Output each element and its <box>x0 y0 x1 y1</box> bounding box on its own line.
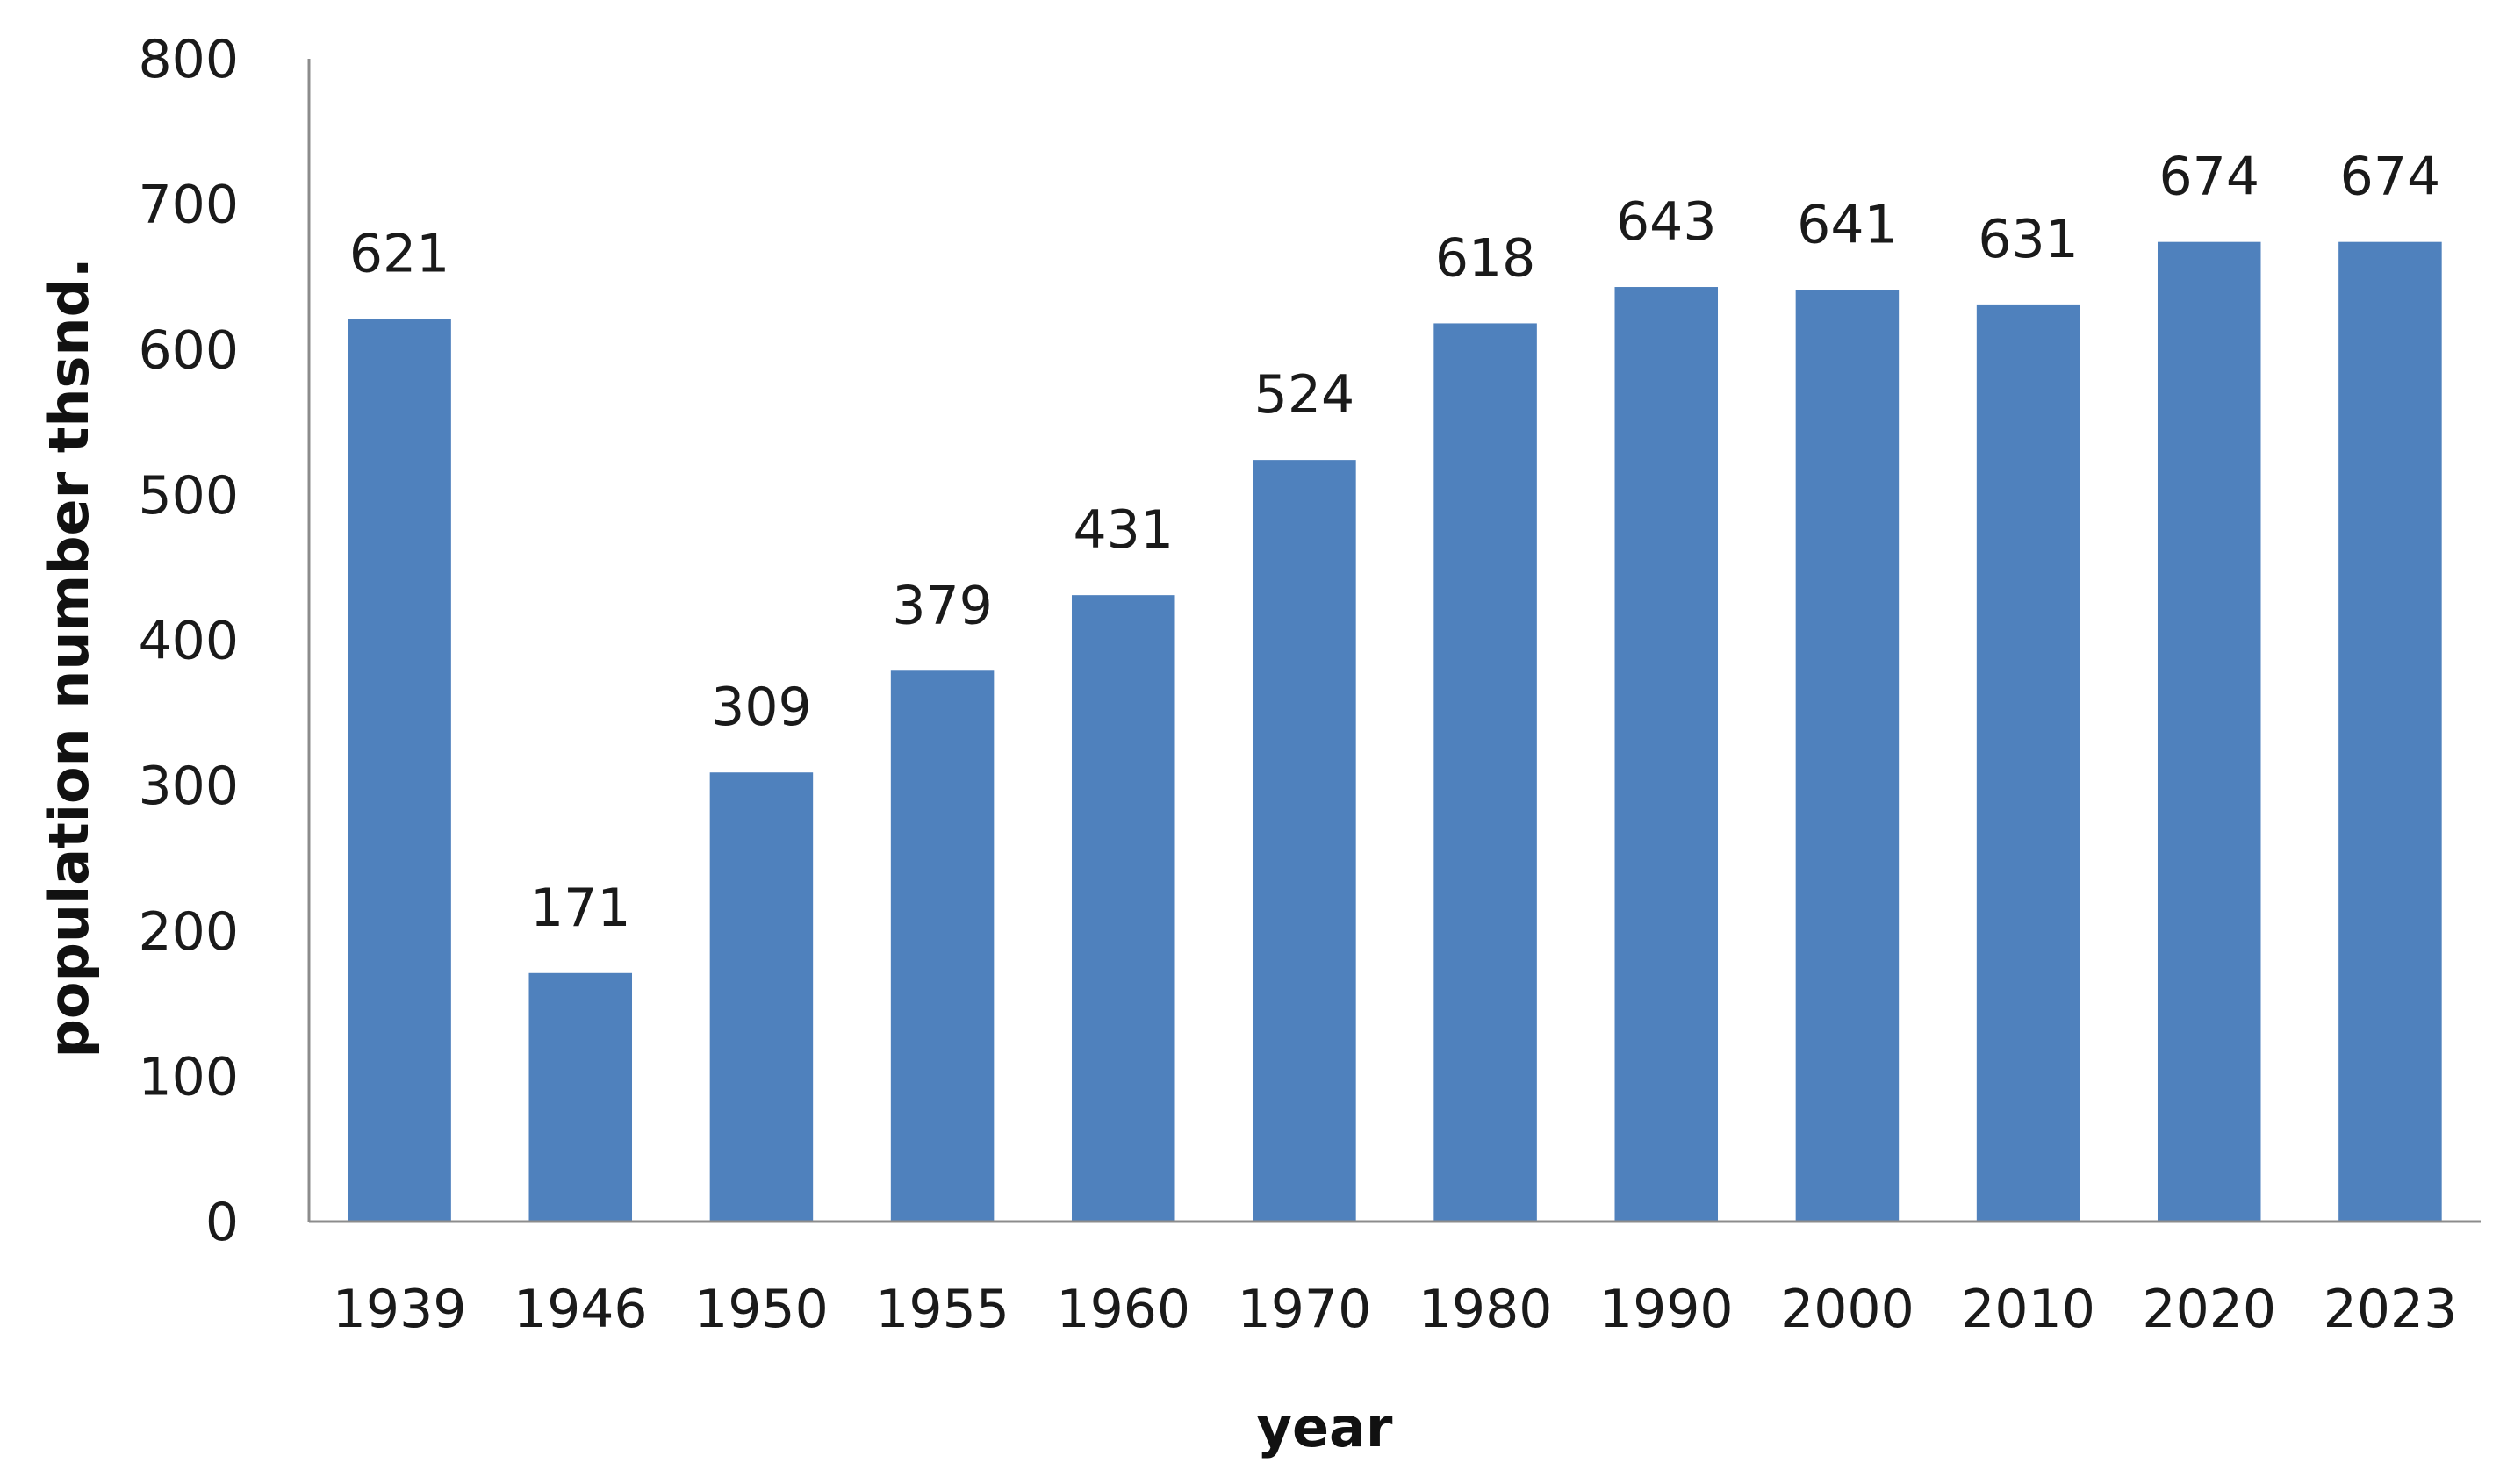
y-tick-label: 300 <box>138 756 239 817</box>
x-axis-ticks: 1939 1946 1950 1955 1960 1970 1980 1990 2000 2010… <box>333 1279 2458 1340</box>
x-tick-label: 1960 <box>1056 1279 1190 1340</box>
data-label: 309 <box>711 677 812 738</box>
bar <box>1795 290 1900 1222</box>
x-tick-label: 1980 <box>1419 1279 1553 1340</box>
x-tick-label: 1950 <box>694 1279 829 1340</box>
x-tick-label: 1939 <box>333 1279 467 1340</box>
data-label: 631 <box>1978 209 2079 270</box>
bar <box>709 772 814 1222</box>
y-tick-label: 400 <box>138 611 239 672</box>
data-label: 674 <box>2340 147 2441 208</box>
y-tick-label: 500 <box>138 465 239 527</box>
data-label: 621 <box>349 223 450 284</box>
y-tick-label: 600 <box>138 319 239 381</box>
x-tick-label: 2020 <box>2142 1279 2276 1340</box>
x-tick-label: 1990 <box>1599 1279 1734 1340</box>
data-label: 641 <box>1797 194 1898 255</box>
data-label: 171 <box>530 878 631 939</box>
y-tick-label: 200 <box>138 901 239 963</box>
bar <box>1433 323 1537 1222</box>
bar <box>2338 241 2442 1222</box>
data-label: 431 <box>1073 499 1174 561</box>
bar <box>1071 595 1175 1222</box>
data-label: 643 <box>1616 191 1717 253</box>
y-tick-label: 100 <box>138 1046 239 1108</box>
x-tick-label: 2000 <box>1780 1279 1914 1340</box>
bar <box>2157 241 2261 1222</box>
data-label: 379 <box>892 575 993 636</box>
x-axis-title: year <box>1257 1395 1393 1459</box>
bar <box>1614 287 1719 1222</box>
data-label: 618 <box>1435 227 1536 289</box>
bar <box>1976 304 2080 1222</box>
y-axis-title: population number thsnd. <box>37 257 101 1057</box>
data-label: 524 <box>1254 364 1355 426</box>
bar <box>890 670 995 1222</box>
x-tick-label: 2023 <box>2324 1279 2458 1340</box>
y-tick-label: 800 <box>138 29 239 90</box>
x-tick-label: 1970 <box>1238 1279 1372 1340</box>
y-tick-label: 0 <box>205 1192 239 1253</box>
x-tick-label: 1955 <box>875 1279 1009 1340</box>
bar <box>1253 460 1356 1222</box>
y-axis-ticks: 0 100 200 300 400 500 600 700 800 <box>138 29 239 1253</box>
x-tick-label: 1946 <box>514 1279 648 1340</box>
data-label: 674 <box>2159 147 2259 208</box>
data-labels: 621 171 309 379 431 524 618 643 641 631 674 674 <box>349 147 2440 939</box>
bar <box>528 972 633 1222</box>
x-tick-label: 2010 <box>1961 1279 2095 1340</box>
bars <box>348 241 2442 1222</box>
bar <box>348 319 451 1222</box>
y-tick-label: 700 <box>138 175 239 236</box>
